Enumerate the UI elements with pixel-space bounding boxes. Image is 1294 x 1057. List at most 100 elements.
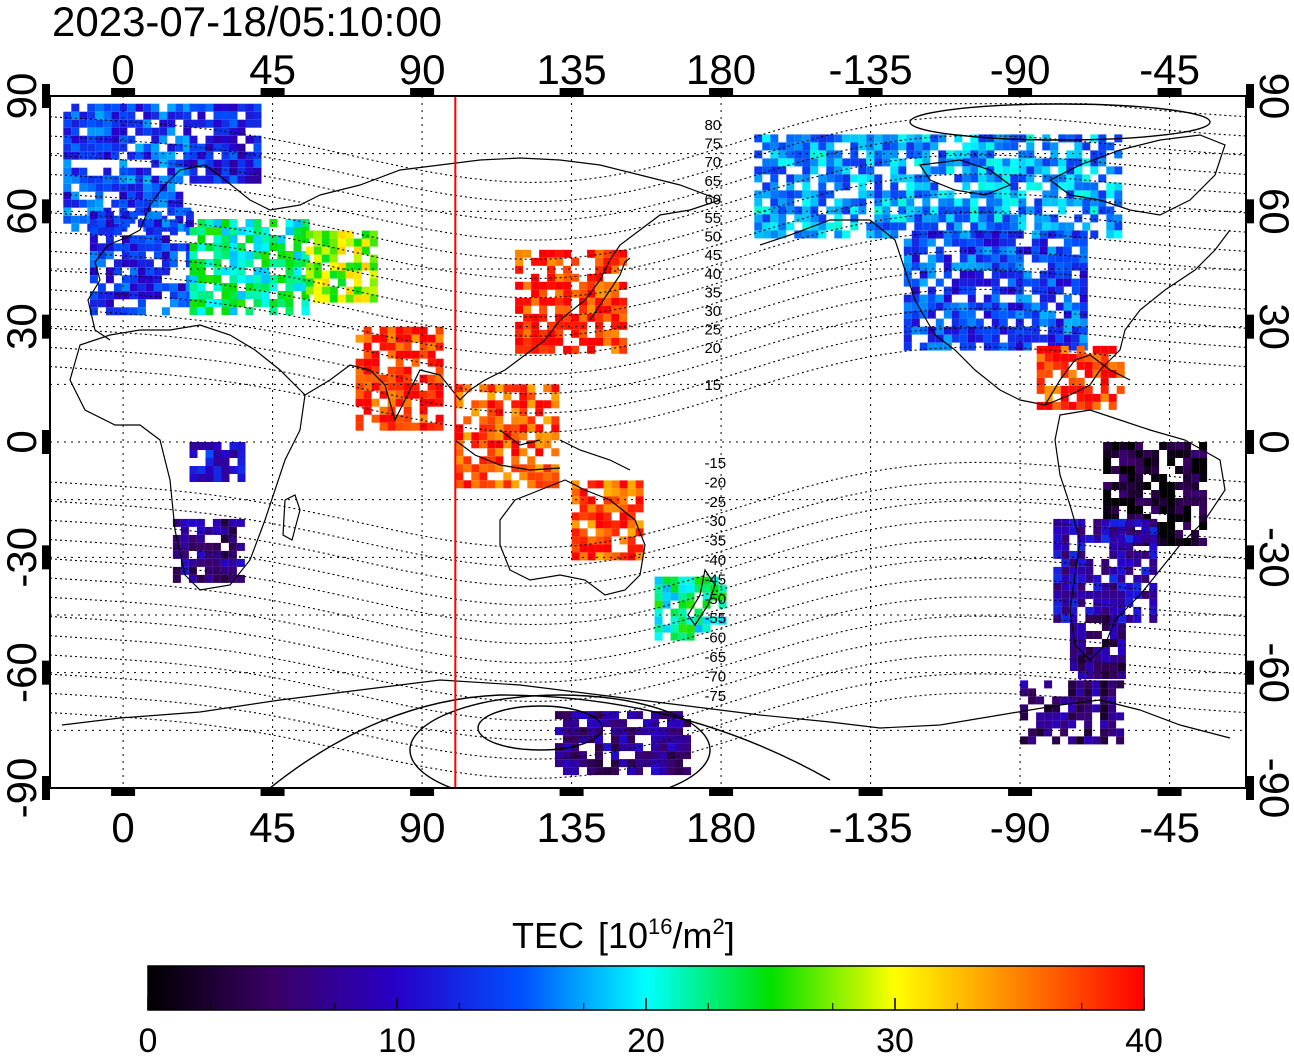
- tec-cell-3: [285, 307, 294, 315]
- tec-cell-16: [1149, 614, 1158, 623]
- tec-cell-11: [710, 616, 719, 625]
- left-tick-mark: [42, 314, 50, 339]
- tec-cell-12: [802, 158, 811, 167]
- tec-cell-0: [111, 119, 120, 128]
- tec-cell-3: [253, 299, 262, 307]
- tec-cell-13: [975, 230, 984, 239]
- tec-cell-2: [89, 307, 98, 316]
- tec-cell-18: [627, 743, 635, 752]
- tec-cell-13: [983, 254, 992, 263]
- tec-cell-2: [145, 291, 154, 300]
- tec-cell-12: [850, 214, 859, 223]
- tec-cell-6: [363, 382, 372, 391]
- tec-cell-12: [1002, 214, 1011, 223]
- tec-cell-13: [1063, 326, 1072, 335]
- tec-cell-0: [111, 175, 120, 184]
- tec-cell-16: [1085, 590, 1094, 599]
- tec-cell-12: [810, 158, 819, 167]
- tec-cell-13: [935, 278, 944, 287]
- tec-cell-9: [204, 526, 213, 535]
- tec-cell-12: [946, 198, 955, 207]
- tec-cell-12: [842, 182, 851, 191]
- tec-cell-15: [1111, 466, 1120, 474]
- tec-cell-12: [1018, 190, 1027, 199]
- tec-cell-15: [1199, 458, 1208, 466]
- tec-cell-2: [153, 211, 162, 220]
- tec-cell-16: [1053, 582, 1062, 591]
- tec-cell-9: [212, 542, 221, 551]
- contour-label-south: -20: [704, 474, 726, 491]
- tec-cell-12: [1114, 198, 1123, 207]
- tec-cell-17: [1077, 623, 1086, 631]
- tec-cell-13: [967, 278, 976, 287]
- tec-cell-5: [587, 345, 596, 354]
- tec-cell-18: [619, 719, 627, 728]
- tec-cell-12: [1026, 166, 1035, 175]
- tec-cell-13: [1063, 278, 1072, 287]
- tec-cell-12: [850, 134, 859, 143]
- tec-cell-12: [1042, 198, 1051, 207]
- tec-cell-13: [927, 262, 936, 271]
- tec-cell-5: [611, 249, 620, 258]
- tec-cell-5: [611, 297, 620, 306]
- tec-cell-12: [778, 190, 787, 199]
- tec-cell-2: [161, 307, 170, 316]
- tec-cell-15: [1175, 498, 1184, 506]
- tec-cell-13: [1055, 262, 1064, 271]
- tec-cell-12: [1058, 166, 1067, 175]
- tec-cell-16: [1141, 574, 1150, 583]
- coastline-layer: [61, 134, 1231, 739]
- tec-cell-17: [1077, 639, 1086, 647]
- tec-cell-12: [802, 198, 811, 207]
- tec-cell-6: [379, 342, 388, 351]
- tec-cell-15: [1143, 458, 1152, 466]
- tec-cell-18: [675, 751, 683, 760]
- tec-cell-7: [527, 440, 536, 449]
- tec-cell-8: [595, 536, 604, 545]
- tec-cell-0: [151, 143, 160, 152]
- tec-cell-15: [1159, 506, 1168, 514]
- tec-cell-7: [551, 432, 560, 441]
- tec-cell-4: [337, 238, 346, 247]
- tec-cell-14: [1068, 353, 1077, 362]
- tec-cell-13: [919, 246, 928, 255]
- tec-cell-11: [694, 624, 703, 633]
- tec-cell-12: [1010, 142, 1019, 151]
- contour-label-north: 35: [704, 284, 721, 301]
- tec-cell-12: [938, 206, 947, 215]
- tec-cell-12: [842, 206, 851, 215]
- tec-cell-10: [197, 442, 206, 450]
- tec-cell-3: [269, 219, 278, 227]
- contour-label-north: 55: [704, 210, 721, 227]
- tec-cell-12: [1114, 190, 1123, 199]
- contour-label-north: 45: [704, 247, 721, 264]
- tec-cell-18: [619, 759, 627, 768]
- bottom-tick-mark: [1157, 788, 1182, 796]
- tec-cell-0: [143, 143, 152, 152]
- tec-cell-18: [643, 751, 651, 760]
- tec-cell-8: [635, 504, 644, 513]
- tec-cell-5: [595, 313, 604, 322]
- tec-cell-19: [1076, 688, 1085, 697]
- tec-cell-0: [63, 207, 72, 216]
- tec-cell-12: [834, 198, 843, 207]
- tec-cell-19: [1108, 680, 1117, 689]
- tec-cell-7: [535, 424, 544, 433]
- tec-cell-19: [1116, 736, 1125, 745]
- tec-cell-0: [63, 159, 72, 168]
- tec-cell-7: [535, 480, 544, 489]
- tec-cell-16: [1069, 606, 1078, 615]
- tec-cell-5: [547, 281, 556, 290]
- tec-cell-15: [1111, 482, 1120, 490]
- tec-cell-8: [627, 528, 636, 537]
- tec-cell-12: [970, 158, 979, 167]
- tec-cell-13: [959, 278, 968, 287]
- tec-cell-13: [943, 286, 952, 295]
- tec-cell-19: [1100, 728, 1109, 737]
- tec-cell-13: [991, 262, 1000, 271]
- tec-cell-11: [670, 616, 679, 625]
- tec-cell-13: [1031, 286, 1040, 295]
- tec-cell-12: [818, 150, 827, 159]
- tec-cell-16: [1085, 558, 1094, 567]
